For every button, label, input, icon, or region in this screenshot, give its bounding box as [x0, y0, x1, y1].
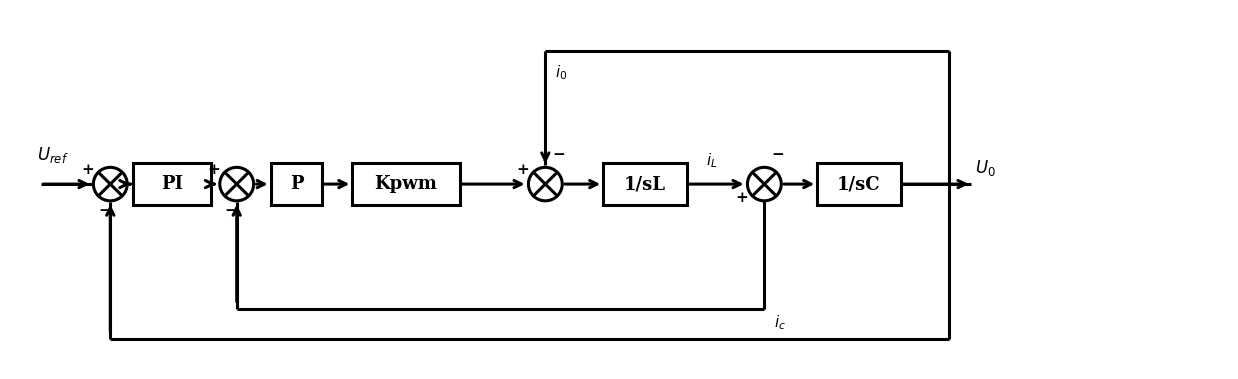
Text: −: − [224, 204, 238, 218]
Text: +: + [516, 163, 529, 177]
Text: $i_0$: $i_0$ [556, 63, 568, 81]
Text: +: + [80, 163, 94, 177]
Text: 1/sL: 1/sL [624, 175, 666, 193]
Text: −: − [771, 149, 784, 163]
FancyBboxPatch shape [603, 163, 687, 205]
Text: Kpwm: Kpwm [375, 175, 437, 193]
Text: −: − [98, 204, 110, 218]
Text: +: + [208, 163, 220, 177]
Circle shape [93, 168, 128, 201]
Text: $i_L$: $i_L$ [707, 152, 718, 170]
Text: PI: PI [161, 175, 183, 193]
Circle shape [220, 168, 254, 201]
Text: $U_{ref}$: $U_{ref}$ [37, 144, 68, 164]
Text: $U_0$: $U_0$ [976, 158, 997, 178]
Circle shape [529, 168, 562, 201]
Text: P: P [290, 175, 303, 193]
Text: $i_c$: $i_c$ [774, 313, 786, 332]
FancyBboxPatch shape [817, 163, 901, 205]
Text: −: − [552, 149, 565, 163]
Circle shape [748, 168, 781, 201]
FancyBboxPatch shape [134, 163, 210, 205]
Text: 1/sC: 1/sC [837, 175, 880, 193]
FancyBboxPatch shape [271, 163, 322, 205]
FancyBboxPatch shape [352, 163, 459, 205]
Text: +: + [735, 191, 748, 205]
